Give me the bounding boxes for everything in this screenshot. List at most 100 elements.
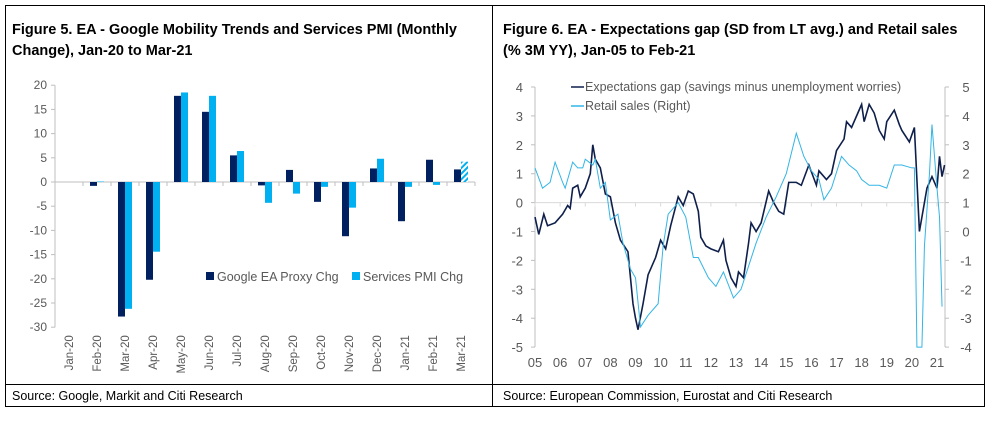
bar-google-ea-proxy-chg [370,168,377,182]
bar-google-ea-proxy-chg [454,169,461,182]
panel-divider [492,5,493,407]
bar-google-ea-proxy-chg [398,182,405,222]
figure-5-source: Source: Google, Markit and Citi Research [12,389,243,403]
x-tick-label: 05 [528,355,542,370]
bar-services-pmi-chg [153,182,160,252]
bar-google-ea-proxy-chg [426,159,433,182]
legend-label: Expectations gap (savings minus unemploy… [585,80,901,94]
bar-services-pmi-chg [321,182,328,187]
y-tick-label: 5 [40,151,47,165]
y-tick-label: -3 [511,282,523,297]
y2-tick-label: -4 [960,340,972,355]
x-tick-label: 09 [628,355,642,370]
x-tick-label: 06 [553,355,567,370]
x-tick-label: 18 [854,355,868,370]
figure-6-source: Source: European Commission, Eurostat an… [503,389,833,403]
y2-tick-label: 1 [962,196,969,211]
y-tick-label: 1 [516,167,523,182]
figure-frame [5,5,985,407]
y-tick-label: -15 [30,248,48,262]
legend-label: Retail sales (Right) [585,99,691,113]
y2-tick-label: -1 [960,253,972,268]
y-tick-label: -20 [30,272,48,286]
bar-google-ea-proxy-chg [146,182,153,280]
x-tick-label: Nov-20 [344,335,356,372]
bar-services-pmi-chg [125,182,132,309]
x-tick-label: 11 [679,355,693,370]
x-tick-label: Apr-20 [148,335,160,370]
y2-tick-label: 5 [962,80,969,95]
x-tick-label: Jul-20 [232,335,244,366]
x-tick-label: 15 [779,355,793,370]
y-tick-label: -5 [36,199,47,213]
x-tick-label: 20 [905,355,919,370]
y-tick-label: 20 [34,78,48,92]
bar-services-pmi-chg [377,158,384,182]
x-tick-label: 12 [704,355,718,370]
bar-services-pmi-chg [349,182,356,208]
y2-tick-label: -2 [960,282,972,297]
y-tick-label: 0 [516,196,523,211]
x-tick-label: Jan-20 [64,335,76,370]
bar-services-pmi-chg [181,92,188,182]
bar-services-pmi-chg [405,182,412,187]
bar-google-ea-proxy-chg [202,111,209,182]
y-tick-label: 10 [34,127,48,141]
x-tick-label: 21 [930,355,944,370]
y-tick-label: -25 [30,296,48,310]
y-tick-label: 0 [40,175,47,189]
bar-google-ea-proxy-chg [314,182,321,202]
y2-tick-label: 3 [962,138,969,153]
legend-swatch [352,272,360,280]
y-tick-label: 3 [516,109,523,124]
y2-tick-label: -3 [960,311,972,326]
figure-6-title: Figure 6. EA - Expectations gap (SD from… [503,22,958,59]
x-tick-label: Jun-20 [204,335,216,370]
x-tick-label: Jan-21 [400,335,412,370]
figure-5-title: Figure 5. EA - Google Mobility Trends an… [12,22,457,59]
y-tick-label: -10 [30,223,48,237]
x-tick-label: Feb-20 [92,335,104,371]
x-tick-label: 16 [804,355,818,370]
bar-google-ea-proxy-chg [118,182,125,317]
bar-services-pmi-chg [293,182,300,194]
y-tick-label: 15 [34,102,48,116]
y-tick-label: 2 [516,138,523,153]
bar-google-ea-proxy-chg [258,182,265,186]
y-tick-label: -4 [511,311,523,326]
y-tick-label: -5 [511,340,523,355]
y-tick-label: -2 [511,253,523,268]
bar-google-ea-proxy-chg [174,95,181,182]
x-tick-label: Oct-20 [316,335,328,370]
bar-services-pmi-chg [237,151,244,182]
y-tick-label: -1 [511,225,523,240]
bar-services-pmi-chg [265,182,272,203]
bar-google-ea-proxy-chg [286,169,293,182]
x-tick-label: 19 [880,355,894,370]
bar-google-ea-proxy-chg [230,155,237,182]
x-tick-label: 13 [729,355,743,370]
x-tick-label: Feb-21 [428,335,440,371]
y2-tick-label: 0 [962,225,969,240]
x-tick-label: 07 [578,355,592,370]
bar-services-pmi-chg [433,182,440,185]
x-tick-label: May-20 [176,335,188,373]
x-tick-label: Mar-21 [456,335,468,371]
x-tick-label: Dec-20 [372,335,384,372]
bar-services-pmi-chg [461,161,468,182]
line-retail-sales [534,124,943,348]
legend-label: Services PMI Chg [363,270,463,284]
line-expectations-gap [534,101,946,330]
x-tick-label: Sep-20 [288,335,300,372]
legend-label: Google EA Proxy Chg [217,270,339,284]
x-tick-label: 10 [653,355,667,370]
legend-swatch [206,272,214,280]
y2-tick-label: 2 [962,167,969,182]
source-divider [492,384,985,385]
x-tick-label: 08 [603,355,617,370]
source-divider [5,384,492,385]
x-tick-label: 17 [829,355,843,370]
x-tick-label: 14 [754,355,768,370]
y2-tick-label: 4 [962,109,969,124]
